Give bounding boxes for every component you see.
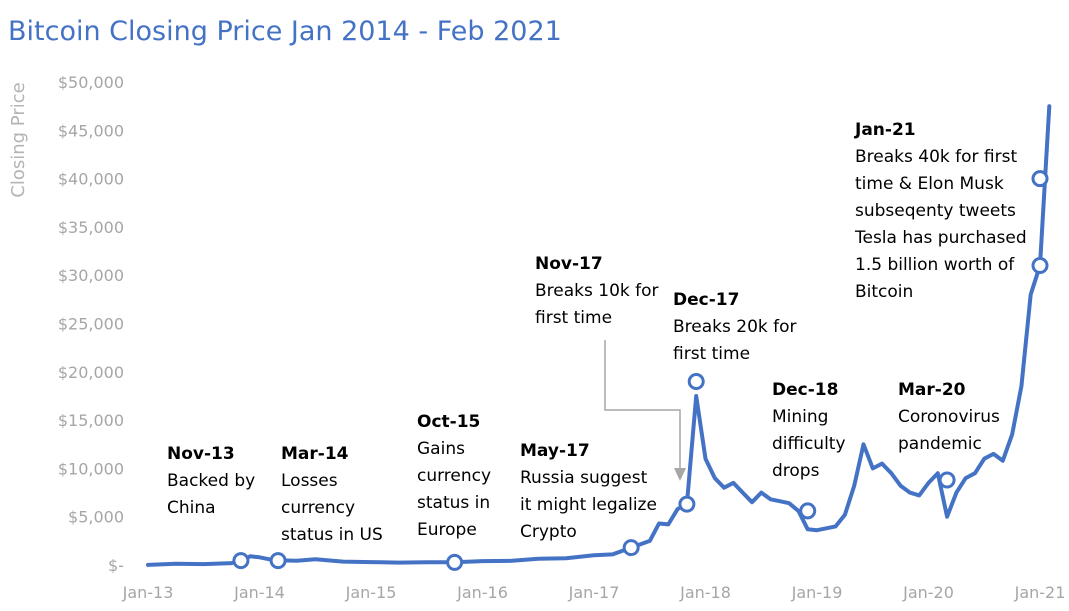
y-tick-label: $15,000 [58, 411, 124, 430]
annotation-text: Breaks 40k for first [855, 147, 1017, 167]
x-tick-label: Jan-21 [1014, 583, 1066, 602]
annotation-text: time & Elon Musk [855, 174, 1004, 194]
annotation-text: Bitcoin [855, 282, 913, 302]
annotation-text: Russia suggest [520, 468, 648, 488]
y-tick-label: $20,000 [58, 363, 124, 382]
y-axis-label: Closing Price [8, 82, 29, 197]
annotation-text: currency [281, 498, 355, 518]
annotation-text: Backed by [167, 471, 255, 491]
annotation-text: difficulty [772, 434, 846, 454]
annotation-text: Crypto [520, 522, 577, 542]
callout-arrow-line [604, 340, 681, 470]
annotation-marker [799, 502, 817, 520]
x-tick-label: Jan-19 [791, 583, 843, 602]
y-tick-label: $50,000 [58, 73, 124, 92]
series-line [146, 104, 1052, 567]
annotation-title: Dec-18 [772, 380, 838, 400]
y-tick-label: $35,000 [58, 218, 124, 237]
annotation-text: Coronovirus [898, 407, 1000, 427]
y-tick-label: $- [108, 556, 124, 575]
annotation-marker [1031, 170, 1049, 188]
annotation-title: Jan-21 [854, 120, 916, 140]
annotation-text: Europe [417, 520, 477, 540]
annotation-marker [1031, 257, 1049, 275]
annotation-text: it might legalize [520, 495, 657, 515]
annotation-marker [678, 495, 696, 513]
annotation-text: subseqenty tweets [855, 201, 1016, 221]
annotation-title: Oct-15 [417, 412, 480, 432]
x-tick-label: Jan-17 [568, 583, 620, 602]
annotation-title: Mar-14 [281, 444, 349, 464]
x-tick-label: Jan-20 [902, 583, 954, 602]
y-tick-label: $25,000 [58, 315, 124, 334]
annotation-text: status in [417, 493, 490, 513]
annotation-text: drops [772, 461, 820, 481]
annotation-text: Breaks 20k for [673, 317, 797, 337]
annotation-text: Losses [281, 471, 338, 491]
annotation-text: 1.5 billion worth of [855, 255, 1015, 275]
x-tick-label: Jan-18 [679, 583, 731, 602]
annotation-marker [687, 372, 705, 390]
annotation-marker [938, 471, 956, 489]
annotation-text: pandemic [898, 434, 982, 454]
y-tick-label: $10,000 [58, 459, 124, 478]
chart-title: Bitcoin Closing Price Jan 2014 - Feb 202… [8, 16, 562, 47]
annotation-text: Gains [417, 439, 465, 459]
x-tick-label: Jan-14 [233, 583, 285, 602]
x-tick-label: Jan-16 [456, 583, 508, 602]
annotation-marker [622, 539, 640, 557]
y-tick-label: $30,000 [58, 266, 124, 285]
x-tick-label: Jan-15 [345, 583, 397, 602]
annotation-title: Dec-17 [673, 290, 739, 310]
annotation-text: status in US [281, 525, 383, 545]
annotation-text: Mining [772, 407, 828, 427]
annotation-text: first time [535, 308, 612, 328]
annotation-title: Nov-17 [535, 254, 603, 274]
y-tick-label: $40,000 [58, 170, 124, 189]
annotation-text: Breaks 10k for [535, 281, 659, 301]
annotation-marker [232, 552, 250, 570]
annotation-marker [446, 553, 464, 571]
annotation-marker [269, 552, 287, 570]
y-tick-label: $5,000 [68, 508, 124, 527]
x-tick-label: Jan-13 [122, 583, 174, 602]
annotation-title: Nov-13 [167, 444, 235, 464]
annotation-text: first time [673, 344, 750, 364]
annotation-title: May-17 [520, 441, 590, 461]
y-tick-label: $45,000 [58, 121, 124, 140]
callout-arrowhead [674, 468, 686, 481]
annotation-text: Tesla has purchased [854, 228, 1027, 248]
annotation-title: Mar-20 [898, 380, 966, 400]
annotation-text: currency [417, 466, 491, 486]
annotation-text: China [167, 498, 216, 518]
